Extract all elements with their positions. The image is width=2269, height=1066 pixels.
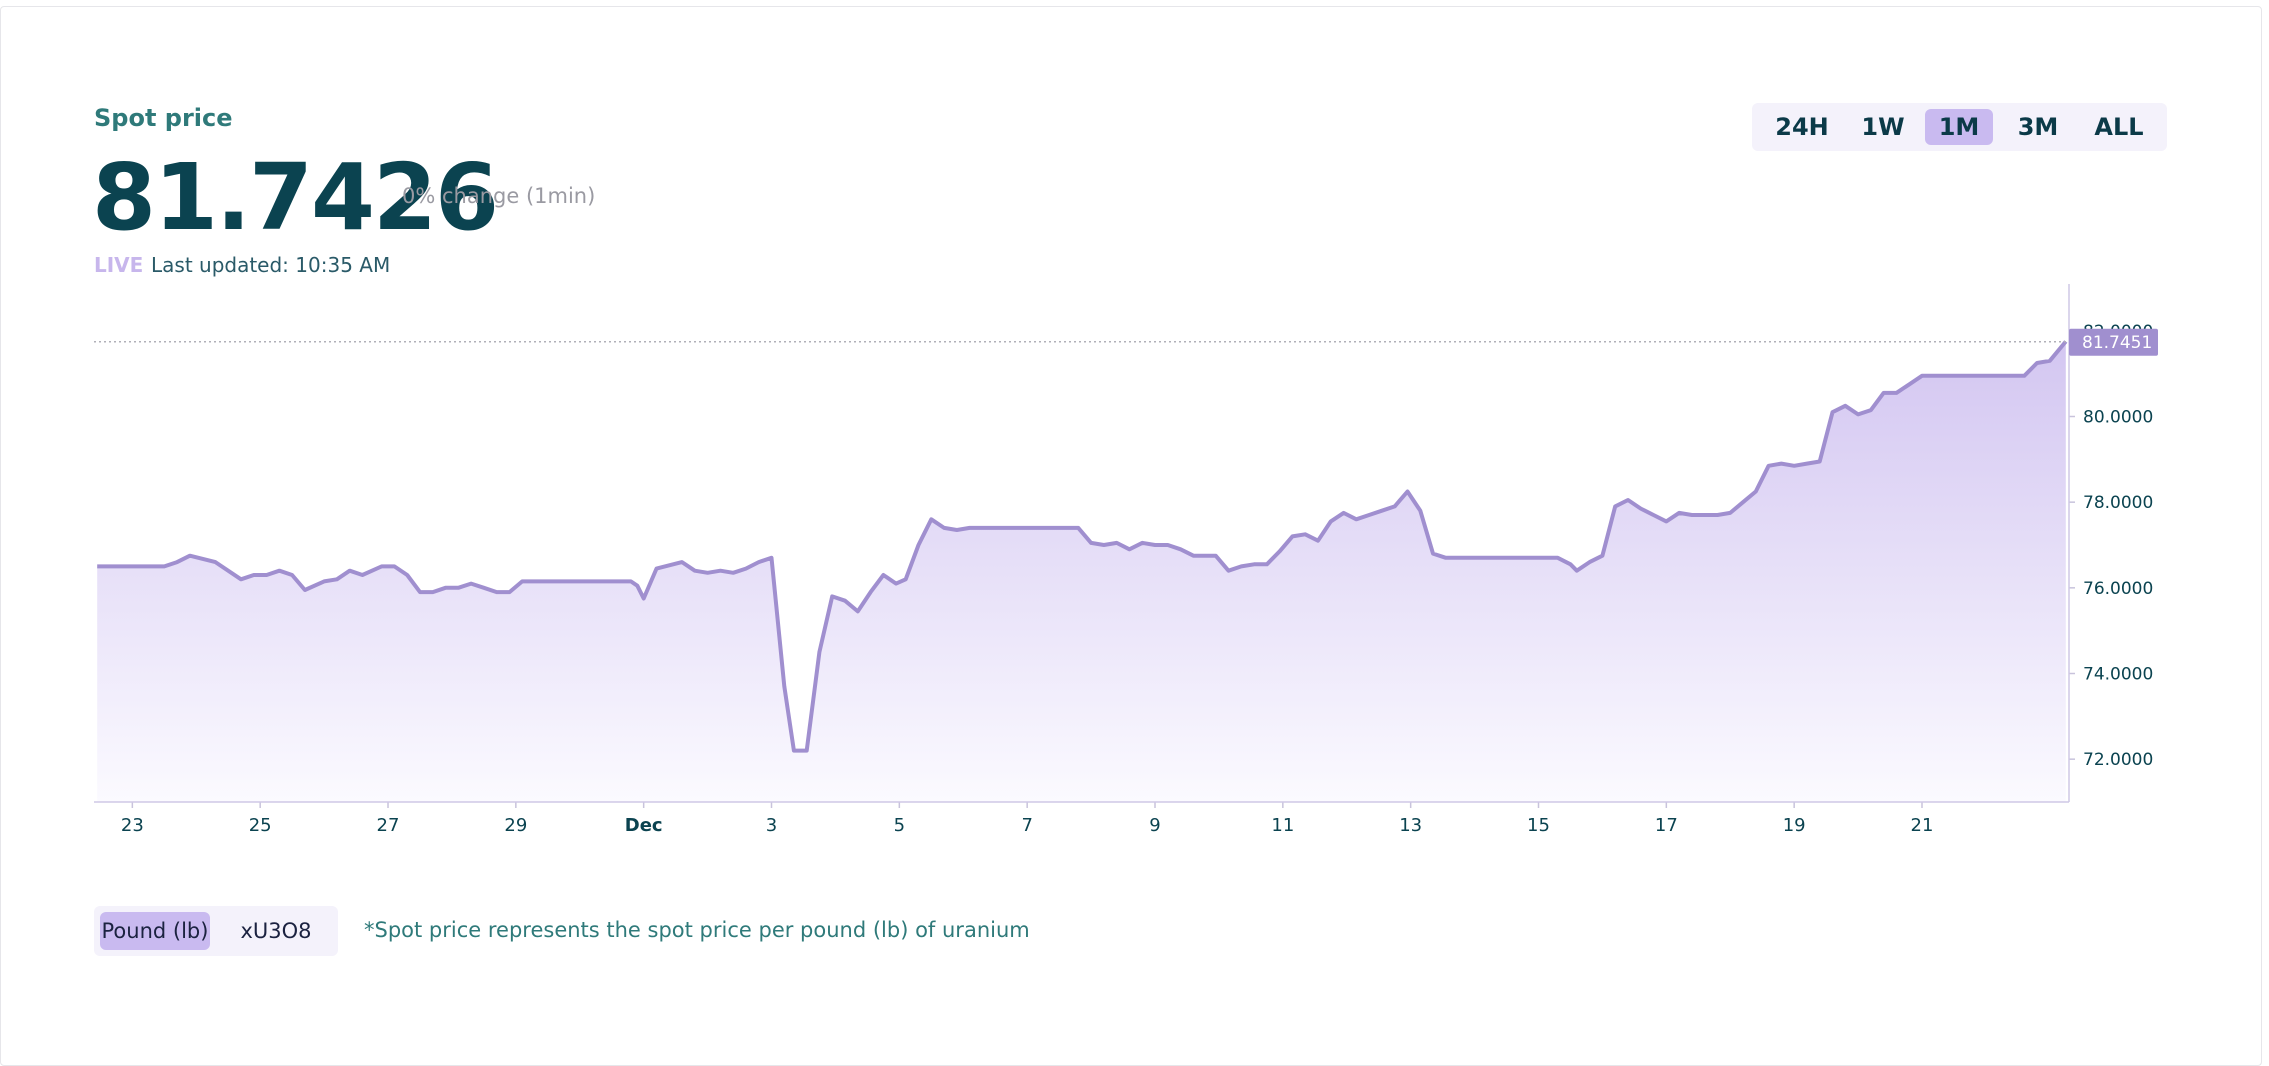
x-tick-label: 13 — [1399, 815, 1422, 836]
x-tick-label: 5 — [894, 815, 905, 836]
y-axis: 72.000074.000076.000078.000080.000082.00… — [2069, 322, 2153, 770]
current-price-tag-bg — [2069, 328, 2158, 356]
spot-price-label: Spot price — [94, 104, 233, 132]
range-all-button[interactable]: ALL — [2094, 113, 2144, 141]
current-price-tag: 81.7451 — [2069, 328, 2158, 356]
x-tick-label: Dec — [625, 815, 663, 836]
x-tick-label: 11 — [1271, 815, 1294, 836]
unit-selector: Pound (lb) xU3O8 — [94, 906, 338, 956]
y-tick-label: 76.0000 — [2083, 579, 2153, 599]
time-range-selector: 24H 1W 1M 3M ALL — [1752, 103, 2167, 151]
x-tick-label: 9 — [1149, 815, 1160, 836]
x-tick-label: 19 — [1783, 815, 1806, 836]
x-tick-label: 27 — [377, 815, 400, 836]
y-tick-label: 72.0000 — [2083, 750, 2153, 770]
x-tick-label: 21 — [1911, 815, 1934, 836]
y-tick-label: 80.0000 — [2083, 408, 2153, 428]
y-tick-label: 74.0000 — [2083, 665, 2153, 685]
range-3m-button[interactable]: 3M — [2017, 113, 2059, 141]
range-1w-button[interactable]: 1W — [1861, 113, 1905, 141]
x-tick-label: 25 — [249, 815, 272, 836]
current-price-tag-label: 81.7451 — [2082, 333, 2152, 353]
price-area — [97, 341, 2066, 802]
range-1m-button[interactable]: 1M — [1925, 109, 1993, 145]
unit-pound-button[interactable]: Pound (lb) — [100, 912, 210, 950]
spot-price-value: 81.7426 — [92, 144, 499, 251]
x-axis: 23 25 27 29 Dec 3 5 7 9 11 13 15 17 19 21 — [121, 802, 1934, 836]
x-tick-label: 15 — [1527, 815, 1550, 836]
live-badge: LIVE — [94, 253, 144, 277]
y-tick-label: 78.0000 — [2083, 493, 2153, 513]
unit-xu3o8-button[interactable]: xU3O8 — [240, 919, 312, 943]
price-line — [97, 340, 2068, 753]
x-tick-label: 23 — [121, 815, 144, 836]
x-tick-label: 3 — [766, 815, 777, 836]
x-tick-label: 17 — [1655, 815, 1678, 836]
x-tick-label: 7 — [1021, 815, 1032, 836]
price-chart: 72.000074.000076.000078.000080.000082.00… — [94, 284, 2158, 836]
last-updated-text: Last updated: 10:35 AM — [151, 253, 391, 277]
spot-price-footnote: *Spot price represents the spot price pe… — [364, 918, 1030, 942]
price-change-text: 0% change (1min) — [402, 184, 596, 208]
x-tick-label: 29 — [504, 815, 527, 836]
range-24h-button[interactable]: 24H — [1775, 113, 1829, 141]
